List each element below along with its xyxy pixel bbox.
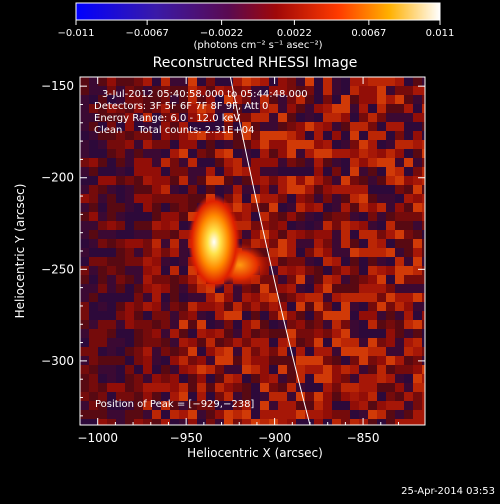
x-tick-label: −1000	[77, 431, 118, 445]
annotation-energy-range: Energy Range: 6.0 - 12.0 keV	[94, 113, 240, 124]
x-tick-label: −900	[258, 431, 291, 445]
emission-peak	[188, 194, 240, 290]
colorbar-tick-label: −0.0067	[125, 28, 168, 39]
footer-timestamp: 25-Apr-2014 03:53	[401, 486, 495, 497]
x-tick-label: −850	[347, 431, 380, 445]
annotation-detectors: Detectors: 3F 5F 6F 7F 8F 9F, Att 0	[94, 101, 268, 112]
solar-limb-curve	[229, 77, 311, 425]
axis-ticks: −1000 −950 −900 −850 −150 −200 −250 −300	[41, 77, 425, 445]
y-tick-label: −150	[41, 79, 74, 93]
colorbar	[75, 2, 441, 21]
colorbar-tick-label: 0.011	[426, 28, 455, 39]
y-tick-label: −250	[41, 262, 74, 276]
colorbar-tick-label: 0.0067	[351, 28, 386, 39]
colorbar-ticks: −0.011 −0.0067 −0.0022 0.0022 0.0067 0.011	[57, 20, 454, 39]
colorbar-tick-label: 0.0022	[277, 28, 312, 39]
x-axis-label: Heliocentric X (arcsec)	[187, 446, 323, 460]
y-tick-label: −200	[41, 171, 74, 185]
x-tick-label: −950	[170, 431, 203, 445]
chart-title: Reconstructed RHESSI Image	[153, 55, 358, 71]
peak-position-label: Position of Peak = [−929,−238]	[95, 399, 254, 410]
colorbar-tick-label: −0.011	[57, 28, 94, 39]
y-axis-label: Heliocentric Y (arcsec)	[13, 184, 27, 319]
annotation-time-range: 3-Jul-2012 05:40:58.000 to 05:44:48.000	[102, 89, 308, 100]
heatmap-cells	[80, 77, 425, 425]
colorbar-units: (photons cm⁻² s⁻¹ asec⁻²)	[193, 40, 322, 51]
plot-area	[80, 77, 425, 425]
y-tick-label: −300	[41, 354, 74, 368]
annotation-clean-counts: Clean Total counts: 2.31E+04	[94, 125, 254, 136]
colorbar-tick-label: −0.0022	[200, 28, 243, 39]
